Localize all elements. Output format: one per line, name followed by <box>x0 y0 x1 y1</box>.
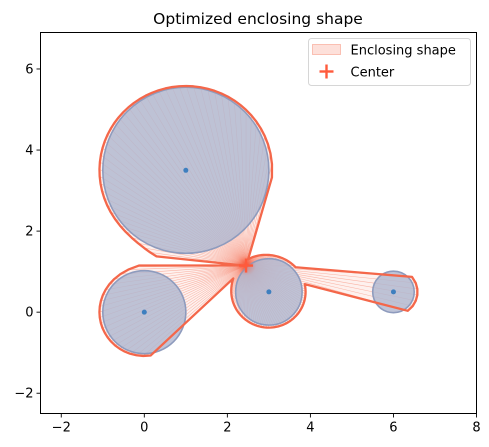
axes: −2 0 2 4 6 8 −2 0 2 4 6 <box>14 32 481 436</box>
legend-patch-swatch <box>312 44 341 55</box>
legend: Enclosing shape Center <box>308 38 471 86</box>
circle-center-point-1 <box>183 167 189 173</box>
ray-line <box>144 247 247 266</box>
axes-frame <box>40 32 477 414</box>
chart-title: Optimized enclosing shape <box>153 10 363 28</box>
x-tick-label: 6 <box>389 421 397 436</box>
x-tick-label: 4 <box>306 421 314 436</box>
legend-label-enclosing-shape: Enclosing shape <box>351 44 456 59</box>
x-tick-label: 8 <box>472 421 480 436</box>
x-tick-label: −2 <box>52 421 71 436</box>
y-tick-label: 4 <box>25 144 33 159</box>
x-tick-label: 0 <box>140 421 148 436</box>
legend-label-center: Center <box>351 66 395 81</box>
circle-center-point-4 <box>390 289 396 295</box>
y-tick-label: 6 <box>25 62 33 77</box>
y-tick-label: −2 <box>14 387 33 402</box>
plot-area <box>98 84 419 358</box>
circle-center-point-2 <box>141 309 147 315</box>
legend-box <box>308 38 471 86</box>
circle-center-point-3 <box>266 289 272 295</box>
y-tick-label: 2 <box>25 225 33 240</box>
y-tick-label: 0 <box>25 306 33 321</box>
x-tick-label: 2 <box>223 421 231 436</box>
